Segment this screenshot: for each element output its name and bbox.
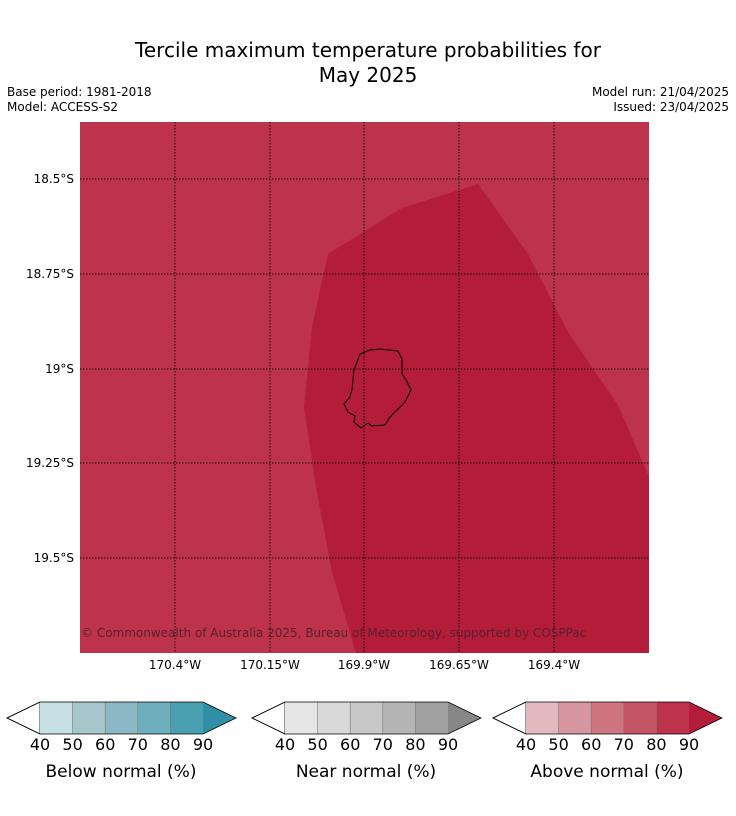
meta-left: Base period: 1981-2018 Model: ACCESS-S2 — [7, 85, 152, 115]
colorbar-tick: 60 — [95, 735, 116, 754]
colorbar-segment — [382, 702, 416, 734]
colorbar-segment — [350, 702, 383, 734]
colorbar-tick: 90 — [437, 735, 459, 754]
colorbar-segment — [105, 702, 138, 734]
lat-label-18-5: 18.5°S — [33, 172, 74, 186]
colorbar-segment — [656, 702, 689, 734]
colorbar-extend-high — [689, 702, 722, 734]
colorbar-title-near-normal: Near normal (%) — [295, 762, 437, 782]
colorbar-extend-high — [448, 702, 481, 734]
probability-high-region — [304, 184, 649, 653]
title-line-1: Tercile maximum temperature probabilitie… — [135, 38, 601, 62]
colorbar-extend-low — [492, 701, 527, 735]
colorbar-tick: 80 — [160, 735, 181, 754]
lon-label-170-4: 170.4°W — [148, 658, 202, 672]
island-outline — [343, 348, 412, 429]
title-line-2: May 2025 — [318, 63, 418, 87]
colorbar-tick: 50 — [62, 735, 83, 754]
colorbar-title-above-normal: Above normal (%) — [530, 762, 684, 782]
colorbar-near-normal — [251, 700, 483, 736]
colorbar-extend-low — [6, 701, 41, 735]
colorbar-extend-high — [203, 702, 236, 734]
lat-label-19-25: 19.25°S — [26, 456, 74, 470]
colorbar-tick: 40 — [515, 735, 537, 754]
colorbar-segment — [591, 702, 624, 734]
colorbar-tick: 40 — [274, 735, 296, 754]
colorbar-tick: 60 — [581, 735, 602, 754]
graticule — [80, 122, 649, 653]
colorbar-segment — [137, 702, 171, 734]
colorbar-tick: 80 — [405, 735, 426, 754]
colorbar-tick: 80 — [646, 735, 667, 754]
model-run: Model run: 21/04/2025 — [591, 85, 729, 99]
lon-label-169-4: 169.4°W — [527, 658, 581, 672]
colorbar-segment — [623, 702, 657, 734]
colorbar-segment — [415, 702, 448, 734]
colorbar-segment — [558, 702, 592, 734]
colorbar-segment — [526, 702, 559, 734]
colorbar-tick: 60 — [340, 735, 361, 754]
map-canvas — [80, 122, 649, 653]
colorbar-tick: 40 — [29, 735, 51, 754]
colorbar-tick: 50 — [307, 735, 328, 754]
colorbar-segment — [40, 702, 73, 734]
colorbar-segment — [72, 702, 106, 734]
lat-label-19-5: 19.5°S — [33, 551, 74, 565]
colorbar-above-normal — [492, 700, 724, 736]
map-panel[interactable] — [80, 122, 649, 653]
colorbar-title-below-normal: Below normal (%) — [45, 762, 197, 782]
colorbar-tick: 70 — [372, 735, 393, 754]
colorbar-below-normal — [6, 700, 238, 736]
lat-label-19: 19°S — [45, 362, 74, 376]
colorbar-tick: 90 — [678, 735, 700, 754]
colorbar-segment — [285, 702, 318, 734]
lon-label-169-65: 169.65°W — [429, 658, 489, 672]
chart-title: Tercile maximum temperature probabilitie… — [0, 38, 736, 88]
lon-label-170-15: 170.15°W — [240, 658, 300, 672]
lat-label-18-75: 18.75°S — [26, 267, 74, 281]
colorbar-tick: 70 — [613, 735, 634, 754]
meta-right: Model run: 21/04/2025 Issued: 23/04/2025 — [592, 85, 729, 115]
issued-date: Issued: 23/04/2025 — [613, 100, 729, 114]
copyright-notice: © Commonwealth of Australia 2025, Bureau… — [81, 626, 587, 640]
colorbar-tick: 70 — [127, 735, 148, 754]
colorbar-tick: 50 — [548, 735, 569, 754]
colorbar-tick: 90 — [192, 735, 214, 754]
colorbar-segment — [317, 702, 351, 734]
model-name: Model: ACCESS-S2 — [7, 100, 119, 114]
lon-label-169-9: 169.9°W — [337, 658, 391, 672]
colorbar-segment — [170, 702, 203, 734]
colorbar-extend-low — [251, 701, 286, 735]
base-period: Base period: 1981-2018 — [7, 85, 152, 99]
